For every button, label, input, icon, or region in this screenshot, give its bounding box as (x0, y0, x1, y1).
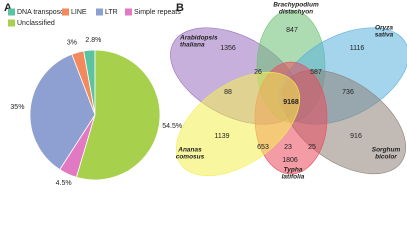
set-label: Typha (284, 167, 303, 174)
set-label: distachyon (279, 9, 313, 16)
region-count: 587 (310, 69, 322, 76)
legend-swatch (125, 8, 132, 16)
set-label: Arabidopsis (179, 35, 218, 42)
set-label: Brachypodium (273, 2, 319, 9)
region-count: 26 (254, 69, 262, 76)
region-count: 916 (350, 133, 362, 140)
legend-swatch (8, 8, 15, 16)
region-count: 653 (257, 144, 269, 151)
region-count: 25 (308, 144, 316, 151)
legend-label: Simple repeats (134, 9, 181, 16)
set-label: Sorghum (372, 147, 401, 154)
value-label: 35% (10, 104, 24, 111)
legend-label: LTR (105, 9, 118, 16)
region-count: 1139 (214, 133, 229, 140)
legend-swatch (8, 19, 15, 27)
set-label: sativa (375, 32, 394, 39)
venn-set (175, 71, 301, 177)
region-count: 88 (224, 89, 232, 96)
set-label: bicolor (375, 154, 397, 161)
value-label: 3% (67, 40, 77, 47)
panel-label: A (4, 2, 12, 14)
pie-slice (75, 49, 161, 181)
legend-label: LINE (71, 9, 87, 16)
figure: A DNA transposon LINE LTR Simple repeats Uncl… (4, 2, 407, 187)
region-count: 736 (342, 89, 354, 96)
value-label: 4.5% (56, 180, 72, 187)
set-label: Oryza (375, 25, 393, 32)
region-count: 1806 (282, 157, 298, 164)
pie-slice (29, 53, 96, 171)
region-count: 23 (284, 144, 292, 151)
region-count: 1356 (220, 45, 236, 52)
set-label: comosus (176, 154, 205, 161)
set-label: Ananas (177, 147, 202, 154)
legend-swatch (96, 8, 103, 16)
legend-label: DNA transposon (17, 9, 68, 16)
panel-label: B (176, 2, 184, 14)
region-count: 9168 (283, 99, 299, 106)
value-label: 2.8% (85, 37, 101, 44)
set-label: thaliana (180, 42, 205, 49)
region-count: 847 (286, 27, 298, 34)
value-label: 54.5% (162, 123, 182, 130)
region-count: 1116 (350, 45, 365, 52)
legend-swatch (62, 8, 69, 16)
legend-label: Unclassified (17, 20, 55, 27)
set-label: latifolia (282, 174, 305, 181)
